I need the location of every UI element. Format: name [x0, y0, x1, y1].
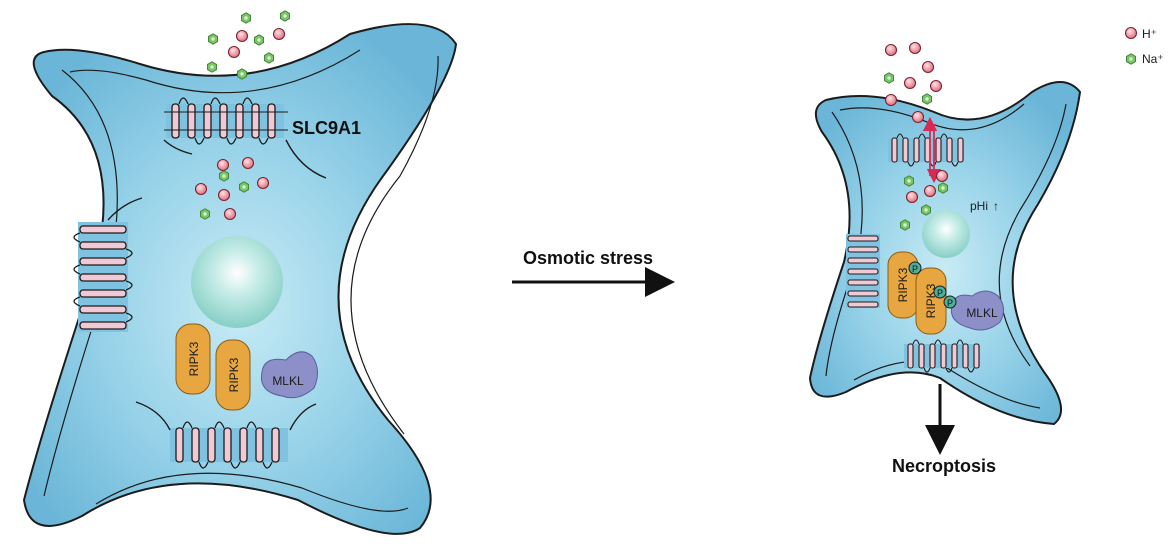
stimulus-label: Osmotic stress [523, 248, 653, 268]
cytoskeleton-lines [107, 139, 327, 431]
sodium-icon [1126, 53, 1136, 65]
right-transporter-top [888, 133, 964, 167]
phospho-site-2: P [933, 285, 947, 299]
right-extracellular-proton-ions [884, 41, 943, 124]
ph-increase-arrow: ↑ [993, 199, 999, 213]
proton-icon [1124, 26, 1138, 40]
transporter-left-side [73, 222, 133, 332]
legend: H⁺ Na⁺ [1124, 26, 1164, 66]
transporter-bottom [170, 421, 288, 469]
right-effector: MLKL [950, 290, 1004, 331]
outcome-label: Necroptosis [892, 456, 996, 476]
right-intracellular-proton-ions [905, 169, 949, 204]
right-nucleus [922, 210, 970, 258]
left-intracellular-proton-ions [194, 156, 270, 221]
left-extracellular-proton-ions [227, 27, 286, 59]
phospho-sites: P P P [908, 261, 957, 309]
right-cell: RIPK3 RIPK3 MLKL P P P p [808, 41, 1082, 476]
legend-proton: H⁺ [1124, 26, 1157, 41]
slc9a1-transporter-top [164, 97, 288, 145]
left-effector: MLKL [260, 351, 318, 399]
left-kinase-2-label: RIPK3 [227, 357, 241, 392]
right-kinase-1-label: RIPK3 [896, 267, 910, 302]
legend-proton-label: H⁺ [1142, 27, 1157, 41]
ph-label: pHi [970, 199, 988, 213]
left-kinase-2: RIPK3 [215, 339, 251, 411]
left-kinase-1: RIPK3 [175, 323, 211, 395]
svg-text:P: P [912, 264, 918, 274]
phospho-site-3: P [943, 295, 957, 309]
transition: Osmotic stress [512, 248, 675, 297]
left-kinase-1-label: RIPK3 [187, 341, 201, 376]
phospho-site-1: P [908, 261, 922, 275]
right-transporter-left [846, 234, 880, 308]
right-transporter-bottom [904, 339, 980, 373]
svg-text:P: P [937, 288, 943, 298]
right-effector-label: MLKL [966, 306, 998, 320]
left-effector-label: MLKL [272, 374, 304, 388]
right-kinase-2: RIPK3 [915, 267, 947, 335]
slc9a1-label: SLC9A1 [292, 118, 361, 138]
legend-sodium: Na⁺ [1126, 52, 1164, 66]
left-cell: RIPK3 RIPK3 MLKL SLC9A1 [22, 10, 458, 535]
svg-text:P: P [947, 298, 953, 308]
legend-sodium-label: Na⁺ [1142, 52, 1164, 66]
left-nucleus [191, 236, 283, 328]
